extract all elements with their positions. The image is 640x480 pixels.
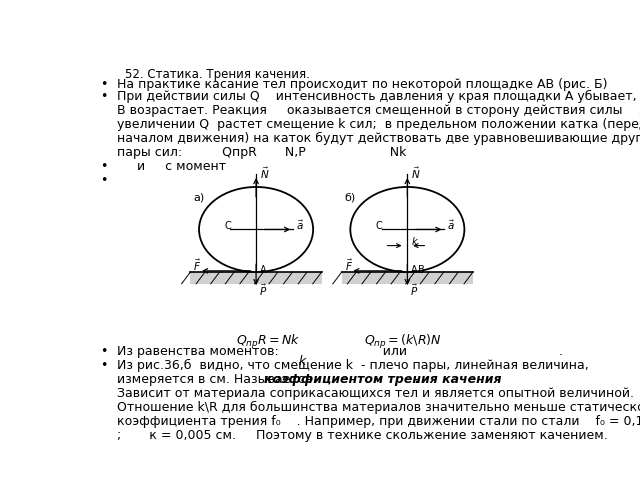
- Text: C: C: [376, 221, 383, 231]
- Text: Из равенства моментов:                          или                             : Из равенства моментов: или: [117, 345, 563, 358]
- Text: На практике касание тел происходит по некоторой площадке АВ (рис. Б): На практике касание тел происходит по не…: [117, 78, 608, 91]
- Text: k: k: [412, 237, 417, 247]
- Text: A: A: [412, 265, 418, 275]
- Text: •: •: [100, 160, 108, 173]
- Text: •: •: [100, 90, 108, 103]
- Text: $\vec{F}$: $\vec{F}$: [193, 258, 202, 273]
- Text: Из рис.36,б  видно, что смещение k  - плечо пары, линейная величина,: Из рис.36,б видно, что смещение k - плеч…: [117, 359, 589, 372]
- Text: В возрастает. Реакция     оказывается смещенной в сторону действия силы    . При: В возрастает. Реакция оказывается смещен…: [117, 104, 640, 117]
- Text: $\vec{N}$: $\vec{N}$: [260, 166, 269, 181]
- Text: B: B: [419, 265, 425, 275]
- Circle shape: [199, 187, 313, 272]
- Text: $\vec{P}$: $\vec{P}$: [410, 283, 419, 299]
- Text: $\vec{P}$: $\vec{P}$: [259, 283, 268, 299]
- Text: .: .: [415, 373, 420, 386]
- Text: 52. Статика. Трения качения.: 52. Статика. Трения качения.: [125, 68, 310, 81]
- Text: б): б): [344, 192, 356, 203]
- Text: $\vec{a}$: $\vec{a}$: [447, 218, 456, 232]
- Text: а): а): [193, 192, 205, 203]
- Text: $Q_{\mathit{пр}}R = Nk$: $Q_{\mathit{пр}}R = Nk$: [236, 333, 301, 351]
- Circle shape: [350, 187, 465, 272]
- Text: При действии силы Q    интенсивность давления у края площадки А убывает, а у кра: При действии силы Q интенсивность давлен…: [117, 90, 640, 103]
- Text: $Q_{\mathit{пр}} = (k \backslash R)N$: $Q_{\mathit{пр}} = (k \backslash R)N$: [364, 333, 441, 351]
- Text: коэффициента трения f₀    . Например, при движении стали по стали    f₀ = 0,15..: коэффициента трения f₀ . Например, при д…: [117, 415, 640, 428]
- Text: увеличении Q  растет смещение k сил;  в предельном положении катка (перед: увеличении Q растет смещение k сил; в пр…: [117, 118, 640, 131]
- Text: $\vec{N}$: $\vec{N}$: [412, 166, 421, 181]
- Bar: [191, 272, 322, 284]
- Text: ;       к = 0,005 см.     Поэтому в технике скольжение заменяют качением.: ; к = 0,005 см. Поэтому в технике скольж…: [117, 430, 608, 443]
- Text: Отношение k\R для большинства материалов значительно меньше статического: Отношение k\R для большинства материалов…: [117, 401, 640, 414]
- Text: C: C: [225, 221, 232, 231]
- Text: и     с момент: и с момент: [117, 160, 227, 173]
- Text: •: •: [100, 174, 108, 187]
- Text: Зависит от материала соприкасающихся тел и является опытной величиной.: Зависит от материала соприкасающихся тел…: [117, 387, 634, 400]
- Text: A: A: [260, 265, 267, 275]
- Text: пары сил:          QпрR       N,P                     Nk: пары сил: QпрR N,P Nk: [117, 146, 406, 159]
- Text: •: •: [100, 345, 108, 358]
- Bar: [342, 272, 473, 284]
- Text: измеряется в см. Называется: измеряется в см. Называется: [117, 373, 316, 386]
- Text: $\vec{a}$: $\vec{a}$: [296, 218, 304, 232]
- Text: началом движения) на каток будут действовать две уравновешивающие друг друга: началом движения) на каток будут действо…: [117, 132, 640, 145]
- Text: •: •: [100, 359, 108, 372]
- Text: •: •: [100, 78, 108, 91]
- Text: k: k: [298, 355, 305, 368]
- Text: $\vec{F}$: $\vec{F}$: [344, 258, 353, 273]
- Text: коэффициентом трения качения: коэффициентом трения качения: [264, 373, 501, 386]
